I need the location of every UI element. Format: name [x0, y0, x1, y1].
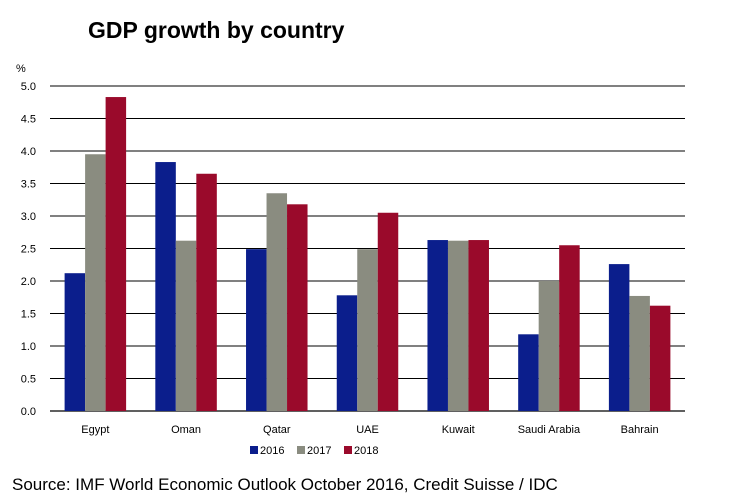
y-tick-label: 2.0	[21, 276, 36, 288]
bar-2018-kuwait	[468, 240, 489, 411]
legend-swatch-2016	[250, 446, 258, 454]
y-tick-label: 5.0	[21, 81, 36, 93]
chart-title: GDP growth by country	[88, 17, 345, 43]
legend-swatch-2017	[297, 446, 305, 454]
legend-label-2017: 2017	[307, 445, 331, 457]
source-note: Source: IMF World Economic Outlook Octob…	[12, 475, 558, 494]
legend-swatch-2018	[344, 446, 352, 454]
bar-2017-egypt	[85, 154, 106, 411]
legend-label-2018: 2018	[354, 445, 378, 457]
bar-2016-qatar	[246, 249, 267, 411]
bar-2018-oman	[196, 173, 217, 411]
bar-2017-qatar	[266, 193, 288, 411]
bar-2017-oman	[175, 240, 197, 411]
x-tick-label: Egypt	[81, 424, 109, 436]
x-tick-label: Kuwait	[442, 424, 475, 436]
x-tick-label: Qatar	[263, 424, 291, 436]
bar-2016-oman	[155, 162, 176, 411]
bar-2017-uae	[357, 249, 378, 411]
bar-2017-kuwait	[447, 240, 469, 411]
x-tick-label: Saudi Arabia	[518, 424, 581, 436]
y-tick-label: 0.5	[21, 374, 36, 386]
y-axis-label: %	[16, 63, 26, 75]
x-tick-label: Bahrain	[621, 424, 659, 436]
bar-2016-uae	[336, 295, 358, 411]
y-tick-label: 2.5	[21, 244, 36, 256]
x-tick-label: Oman	[171, 424, 201, 436]
bar-2018-bahrain	[649, 305, 671, 411]
bar-2017-bahrain	[629, 295, 650, 411]
y-tick-label: 3.5	[21, 179, 36, 191]
y-tick-label: 0.0	[21, 406, 36, 418]
y-tick-label: 1.5	[21, 309, 36, 321]
bar-2017-saudi-arabia	[538, 281, 560, 411]
y-tick-label: 1.0	[21, 341, 36, 353]
bar-2018-qatar	[287, 204, 308, 411]
y-tick-label: 3.0	[21, 211, 36, 223]
y-tick-label: 4.0	[21, 146, 36, 158]
bar-2016-saudi-arabia	[518, 334, 539, 411]
bar-2016-egypt	[64, 273, 86, 411]
x-tick-label: UAE	[356, 424, 379, 436]
legend-label-2016: 2016	[260, 445, 284, 457]
bar-2016-bahrain	[608, 264, 630, 411]
bar-2018-uae	[377, 212, 399, 411]
bar-2016-kuwait	[427, 240, 448, 411]
bar-2018-egypt	[105, 97, 127, 412]
y-tick-label: 4.5	[21, 114, 36, 126]
bar-2018-saudi-arabia	[559, 245, 580, 411]
